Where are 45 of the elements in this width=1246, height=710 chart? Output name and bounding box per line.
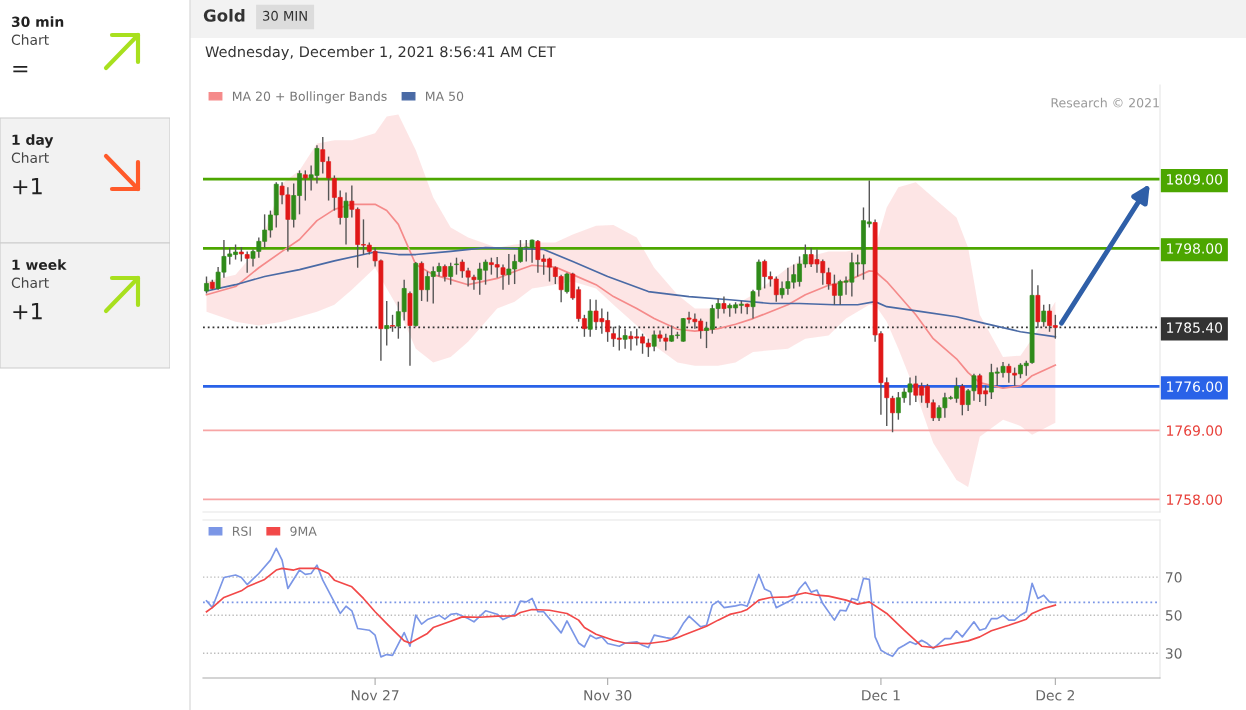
annotation: Research © 2021: [1051, 97, 1159, 108]
text: 30 min: [11, 16, 64, 28]
text: +1: [13, 177, 42, 195]
text: Chart: [11, 152, 49, 164]
legend-label: 9MA: [290, 526, 317, 536]
y-tick-label: 1809.00: [1167, 174, 1223, 185]
y-tick-label: 1785.40: [1167, 322, 1223, 333]
line-series: [205, 567, 1057, 649]
y-tick-label: 1758.00: [1167, 494, 1223, 505]
candlestick: [651, 329, 657, 352]
candlestick: [1006, 363, 1012, 384]
candlestick: [890, 395, 895, 433]
candlestick: [1012, 366, 1018, 387]
candlestick: [384, 300, 390, 347]
x-tick-label: Dec 1: [862, 690, 900, 701]
y-tick-label: 30: [1165, 648, 1182, 659]
text: 1 day: [12, 134, 54, 148]
candlestick: [587, 298, 593, 338]
chart-title: Gold: [203, 8, 245, 22]
legend-label: MA 20 + Bollinger Bands: [232, 91, 387, 104]
text: Chart: [11, 277, 49, 289]
y-tick-label: 1769.00: [1167, 425, 1223, 436]
text: 30 MIN: [263, 10, 307, 21]
y-tick-label: 70: [1166, 572, 1182, 583]
candlestick: [622, 327, 628, 350]
candlestick: [343, 191, 349, 246]
text: Chart: [11, 34, 49, 46]
chart-subtitle: Wednesday, December 1, 2021 8:56:41 AM CET: [205, 45, 556, 61]
candlestick: [302, 169, 308, 202]
y-tick-label: 1776.00: [1167, 381, 1223, 392]
y-tick-label: 1798.00: [1167, 243, 1223, 254]
text: 1 week: [12, 259, 67, 271]
legend-label: MA 50: [426, 91, 464, 101]
x-tick-label: Nov 30: [584, 690, 632, 701]
candlestick: [721, 295, 727, 315]
legend-label: RSI: [232, 526, 251, 536]
y-tick-label: 50: [1165, 610, 1182, 621]
x-tick-label: Dec 2: [1036, 690, 1075, 701]
text: =: [13, 66, 28, 73]
candlestick: [959, 383, 965, 416]
candlestick: [448, 262, 454, 286]
x-tick-label: Nov 27: [351, 690, 399, 701]
text: +1: [13, 302, 42, 320]
candlestick: [1041, 304, 1047, 328]
candlestick: [750, 289, 756, 320]
